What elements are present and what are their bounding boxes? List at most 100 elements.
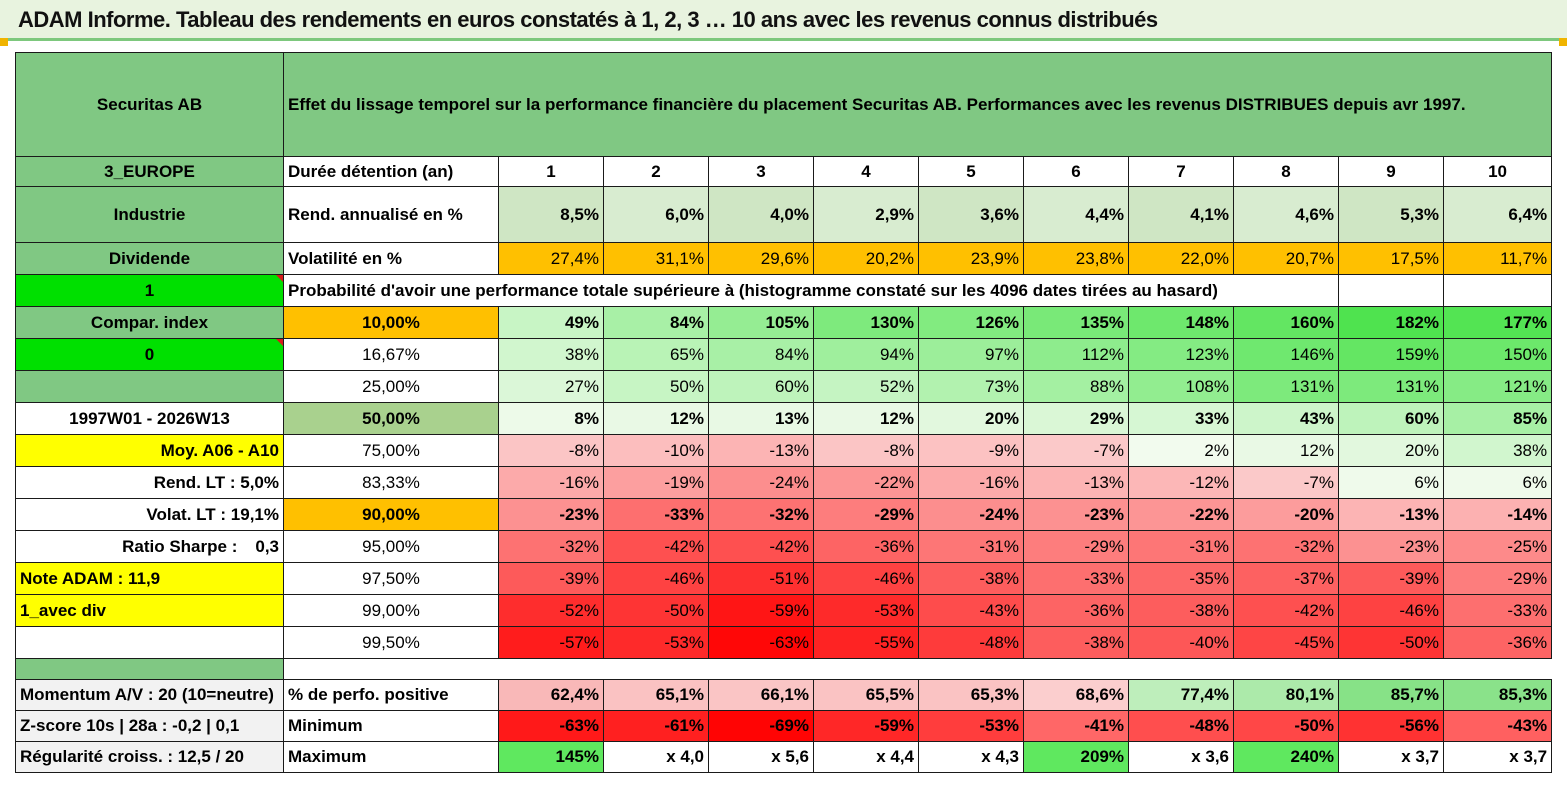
probability-row: Ratio Sharpe :0,3 95,00% -32% -42% -42% -36% -… (15, 530, 1553, 563)
probability-cell: -33% (1023, 562, 1129, 595)
year-header: 7 (1128, 156, 1234, 187)
min-cell: -43% (1442, 710, 1553, 742)
vol-cell: 20,7% (1233, 242, 1339, 275)
probability-cell: 105% (708, 306, 814, 339)
probability-cell: -38% (918, 562, 1024, 595)
probability-cell: 12% (813, 402, 919, 435)
probability-cell: 27% (498, 370, 604, 403)
probability-cell: 12% (603, 402, 709, 435)
rend-lt-label: Rend. LT : 5,0% (15, 466, 284, 499)
probability-cell: -51% (708, 562, 814, 595)
probability-cell: 13% (708, 402, 814, 435)
year-header: 10 (1442, 156, 1553, 187)
rend-cell: 4,1% (1128, 186, 1234, 243)
pos-cell: 77,4% (1128, 679, 1234, 711)
probability-cell: 2% (1128, 434, 1234, 467)
probability-cell: -33% (603, 498, 709, 531)
probability-cell: 33% (1128, 402, 1234, 435)
spacer-green (15, 658, 284, 680)
probability-cell: -7% (1023, 434, 1129, 467)
probability-cell: 43% (1233, 402, 1339, 435)
rend-cell: 4,6% (1233, 186, 1339, 243)
max-cell: x 5,6 (708, 741, 814, 773)
probability-row: 25,00% 27% 50% 60% 52% 73% 88% 108% 131% 131% 121% (15, 370, 1553, 403)
type-label: Dividende (15, 242, 284, 275)
probability-cell: -38% (1023, 626, 1129, 659)
probability-cell: 131% (1233, 370, 1339, 403)
probability-cell: 12% (1233, 434, 1339, 467)
probability-cell: 146% (1233, 338, 1339, 371)
table-heading: Effet du lissage temporel sur la perform… (282, 52, 1553, 157)
sharpe-text: Ratio Sharpe : (122, 536, 238, 556)
probability-cell: -13% (1338, 498, 1444, 531)
probability-cell: 73% (918, 370, 1024, 403)
probability-cell: -39% (1338, 562, 1444, 595)
probability-cell: -42% (1233, 594, 1339, 627)
probability-cell: 50% (603, 370, 709, 403)
min-cell: -41% (1023, 710, 1129, 742)
empty-green-cell (15, 370, 284, 403)
max-label: Maximum (283, 741, 499, 773)
rend-cell: 6,0% (603, 186, 709, 243)
max-cell: x 4,0 (603, 741, 709, 773)
probability-cell: -13% (708, 434, 814, 467)
probability-cell: 85% (1442, 402, 1553, 435)
maximum-row: Régularité croiss. : 12,5 / 20 Maximum 145… (15, 741, 1553, 773)
probability-cell: -9% (918, 434, 1024, 467)
moy-label: Moy. A06 - A10 (15, 434, 284, 467)
probability-cell: -13% (1023, 466, 1129, 499)
year-header: 4 (813, 156, 919, 187)
probability-row: Volat. LT : 19,1% 90,00% -23% -33% -32% -29% -… (15, 498, 1553, 531)
probability-row: 1997W01 - 2026W13 50,00% 8% 12% 13% 12% 20% 29%… (15, 402, 1553, 435)
probability-cell: -33% (1442, 594, 1553, 627)
probability-cell: -40% (1128, 626, 1234, 659)
min-left-label: Z-score 10s | 28a : -0,2 | 0,1 (15, 710, 284, 742)
pos-cell: 68,6% (1023, 679, 1129, 711)
volat-lt-label: Volat. LT : 19,1% (15, 498, 284, 531)
probability-cell: 97% (918, 338, 1024, 371)
probability-threshold: 99,50% (283, 626, 499, 659)
vol-cell: 29,6% (708, 242, 814, 275)
vol-cell: 11,7% (1442, 242, 1553, 275)
probability-cell: 94% (813, 338, 919, 371)
probability-threshold: 95,00% (283, 530, 499, 563)
probability-cell: -16% (498, 466, 604, 499)
max-cell: x 3,7 (1338, 741, 1444, 773)
probability-cell: 84% (603, 306, 709, 339)
probability-cell: -29% (1442, 562, 1553, 595)
year-header: 8 (1233, 156, 1339, 187)
probability-cell: -36% (1023, 594, 1129, 627)
probability-threshold: 90,00% (283, 498, 499, 531)
year-header: 2 (603, 156, 709, 187)
probability-cell: -50% (603, 594, 709, 627)
probability-cell: -46% (1338, 594, 1444, 627)
probability-cell: 65% (603, 338, 709, 371)
probability-cell: 160% (1233, 306, 1339, 339)
probability-cell: -57% (498, 626, 604, 659)
probability-cell: 126% (918, 306, 1024, 339)
rend-cell: 2,9% (813, 186, 919, 243)
pos-cell: 85,7% (1338, 679, 1444, 711)
avec-div-label: 1_avec div (15, 594, 284, 627)
vol-cell: 20,2% (813, 242, 919, 275)
corner-marker (0, 38, 8, 46)
pos-cell: 65,1% (603, 679, 709, 711)
pos-cell: 66,1% (708, 679, 814, 711)
max-cell: x 3,6 (1128, 741, 1234, 773)
year-header: 3 (708, 156, 814, 187)
probability-threshold: 97,50% (283, 562, 499, 595)
vol-label: Volatilité en % (283, 242, 499, 275)
max-cell: x 3,7 (1442, 741, 1553, 773)
note-label: Note ADAM : 11,9 (15, 562, 284, 595)
probability-cell: 49% (498, 306, 604, 339)
probability-threshold: 99,00% (283, 594, 499, 627)
rend-cell: 4,4% (1023, 186, 1129, 243)
probability-row: Compar. index 10,00% 49% 84% 105% 130% 126% 135… (15, 306, 1553, 339)
probability-cell: -53% (813, 594, 919, 627)
rend-cell: 4,0% (708, 186, 814, 243)
probability-cell: 52% (813, 370, 919, 403)
rend-cell: 8,5% (498, 186, 604, 243)
period-label: 1997W01 - 2026W13 (15, 402, 284, 435)
probability-cell: 177% (1442, 306, 1553, 339)
min-label: Minimum (283, 710, 499, 742)
